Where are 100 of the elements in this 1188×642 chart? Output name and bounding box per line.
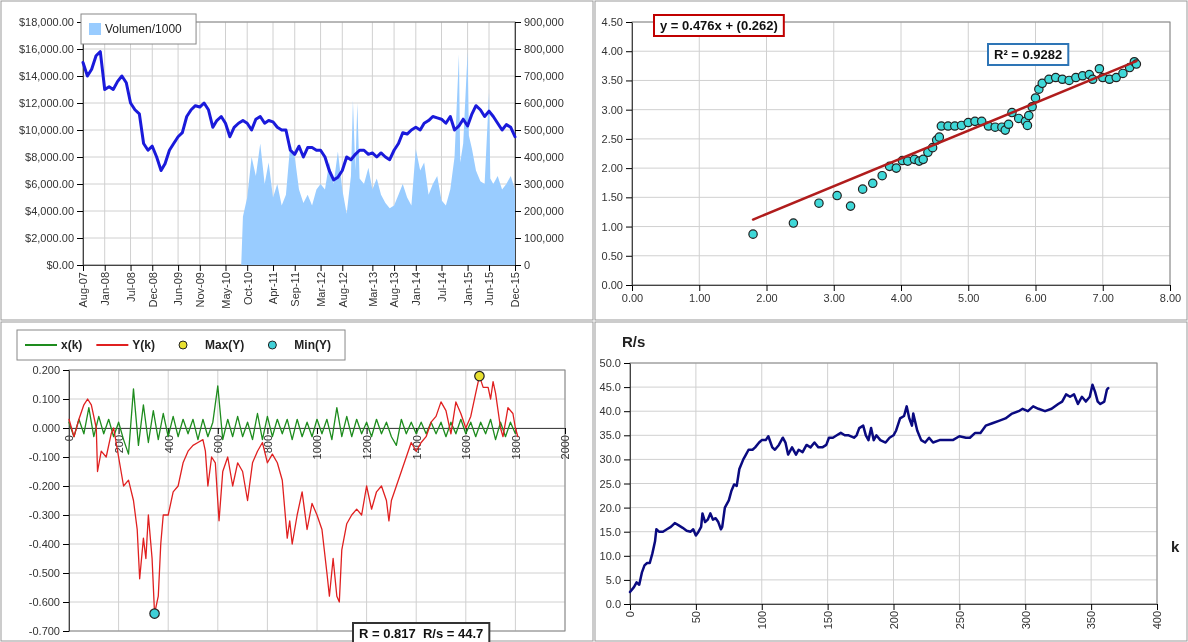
y-tick-label: 0.200 [32, 364, 60, 377]
annotation: R² = 0.9282 [994, 47, 1063, 62]
x-tick-label: 4.00 [890, 291, 913, 304]
y-tick-label: 4.50 [601, 16, 623, 29]
x-tick-label: Mar-12 [314, 272, 327, 307]
y-tick-label: $18,000.00 [18, 16, 74, 29]
y-tick-label: $10,000.00 [18, 124, 74, 137]
y-tick-label: 0.000 [32, 422, 60, 435]
x-tick-label: Aug-12 [336, 272, 349, 308]
y-tick-label: $8,000.00 [25, 151, 74, 164]
x-tick-label: 50 [690, 611, 703, 624]
x-tick-label: 300 [1019, 611, 1032, 630]
x-tick-label: 0.00 [621, 291, 644, 304]
y2-tick-label: 700,000 [524, 70, 564, 83]
x-tick-label: 7.00 [1092, 291, 1114, 304]
y-tick-label: 5.0 [605, 573, 621, 586]
x-tick-label: Jan-15 [461, 272, 474, 306]
x-tick-label: 2.00 [756, 291, 778, 304]
y2-tick-label: 200,000 [524, 205, 564, 218]
legend-label: Max(Y) [205, 338, 245, 352]
x-tick-label: 0 [624, 611, 637, 618]
y-tick-label: $14,000.00 [18, 70, 74, 83]
y-tick-label: 4.00 [601, 45, 623, 58]
x-tick-label: 5.00 [958, 291, 980, 304]
x-tick-label: Aug-13 [388, 272, 401, 308]
x-tick-label: 2000 [559, 435, 572, 460]
x-tick-label: 6.00 [1025, 291, 1047, 304]
y-tick-label: 1.00 [601, 220, 623, 233]
x-axis-title: k [1171, 538, 1180, 555]
y-tick-label: -0.500 [28, 567, 60, 580]
x-tick-label: 200 [112, 435, 125, 454]
x-tick-label: Jul-08 [124, 272, 137, 302]
y-tick-label: 0.50 [601, 249, 623, 262]
y2-tick-label: 800,000 [524, 43, 564, 56]
x-tick-label: 200 [887, 611, 900, 630]
x-tick-label: 3.00 [823, 291, 845, 304]
x-tick-label: 400 [1151, 611, 1164, 630]
y-tick-label: 1.50 [601, 191, 623, 204]
x-tick-label: Mar-13 [366, 272, 379, 307]
y-tick-label: $12,000.00 [18, 97, 74, 110]
x-tick-label: Oct-10 [241, 272, 254, 306]
x-tick-label: 1400 [410, 435, 423, 460]
y-tick-label: 30.0 [599, 453, 621, 466]
y-tick-label: -0.600 [28, 596, 60, 609]
x-tick-label: Jun-09 [172, 272, 185, 306]
y-axis-title: R/s [622, 333, 646, 350]
x-tick-label: 350 [1085, 611, 1098, 630]
x-tick-label: 100 [756, 611, 769, 630]
y2-tick-label: 300,000 [524, 178, 564, 191]
y2-tick-label: 100,000 [524, 232, 564, 245]
x-tick-label: 8.00 [1159, 291, 1182, 304]
x-tick-label: Dec-15 [509, 272, 522, 308]
y-tick-label: 40.0 [599, 405, 621, 418]
x-tick-label: Aug-07 [77, 272, 90, 308]
x-tick-label: Nov-09 [194, 272, 207, 308]
annotation: R = 0.817 R/s = 44.7 [359, 626, 484, 641]
y-tick-label: 0.0 [605, 598, 621, 611]
x-tick-label: 1800 [509, 435, 522, 460]
y-tick-label: 0.100 [32, 393, 60, 406]
legend-label: Y(k) [132, 338, 156, 352]
y-tick-label: $0.00 [46, 259, 74, 272]
y2-tick-label: 0 [524, 259, 531, 272]
y-tick-label: 20.0 [599, 501, 621, 514]
y-tick-label: 2.00 [601, 162, 623, 175]
y-tick-label: 25.0 [599, 477, 621, 490]
legend-label: Min(Y) [294, 338, 332, 352]
y-tick-label: -0.700 [28, 625, 60, 638]
y-tick-label: 10.0 [599, 549, 621, 562]
legend-label: x(k) [61, 338, 83, 352]
y2-tick-label: 500,000 [524, 124, 564, 137]
x-tick-label: Dec-08 [146, 272, 159, 308]
y-tick-label: 45.0 [599, 381, 621, 394]
x-tick-label: 150 [821, 611, 834, 630]
y-tick-label: -0.200 [28, 480, 60, 493]
x-tick-label: Jan-08 [99, 272, 112, 306]
x-tick-label: 1600 [460, 435, 473, 460]
y-tick-label: -0.300 [28, 509, 60, 522]
x-tick-label: 1.00 [689, 291, 711, 304]
x-tick-label: May-10 [219, 272, 232, 309]
x-tick-label: Sep-11 [289, 272, 302, 307]
y2-tick-label: 900,000 [524, 16, 564, 29]
y-tick-label: -0.100 [28, 451, 60, 464]
y-tick-label: 3.50 [601, 74, 623, 87]
x-tick-label: Jun-15 [483, 272, 496, 306]
x-tick-label: 250 [953, 611, 966, 630]
y-tick-label: $6,000.00 [25, 178, 74, 191]
x-tick-label: 1000 [311, 435, 324, 460]
y-tick-label: 15.0 [599, 525, 621, 538]
legend-label: Volumen/1000 [105, 22, 183, 36]
y-tick-label: 3.00 [601, 103, 623, 116]
y-tick-label: 50.0 [599, 357, 621, 370]
x-tick-label: Apr-11 [267, 272, 280, 305]
y-tick-label: $4,000.00 [25, 205, 74, 218]
y-tick-label: 35.0 [599, 429, 621, 442]
y-tick-label: $16,000.00 [18, 43, 74, 56]
x-tick-label: 800 [261, 435, 274, 454]
x-tick-label: 1200 [360, 435, 373, 460]
y-tick-label: $2,000.00 [25, 232, 74, 245]
annotation: y = 0.476x + (0.262) [660, 18, 778, 33]
x-tick-label: Jan-14 [410, 272, 423, 306]
